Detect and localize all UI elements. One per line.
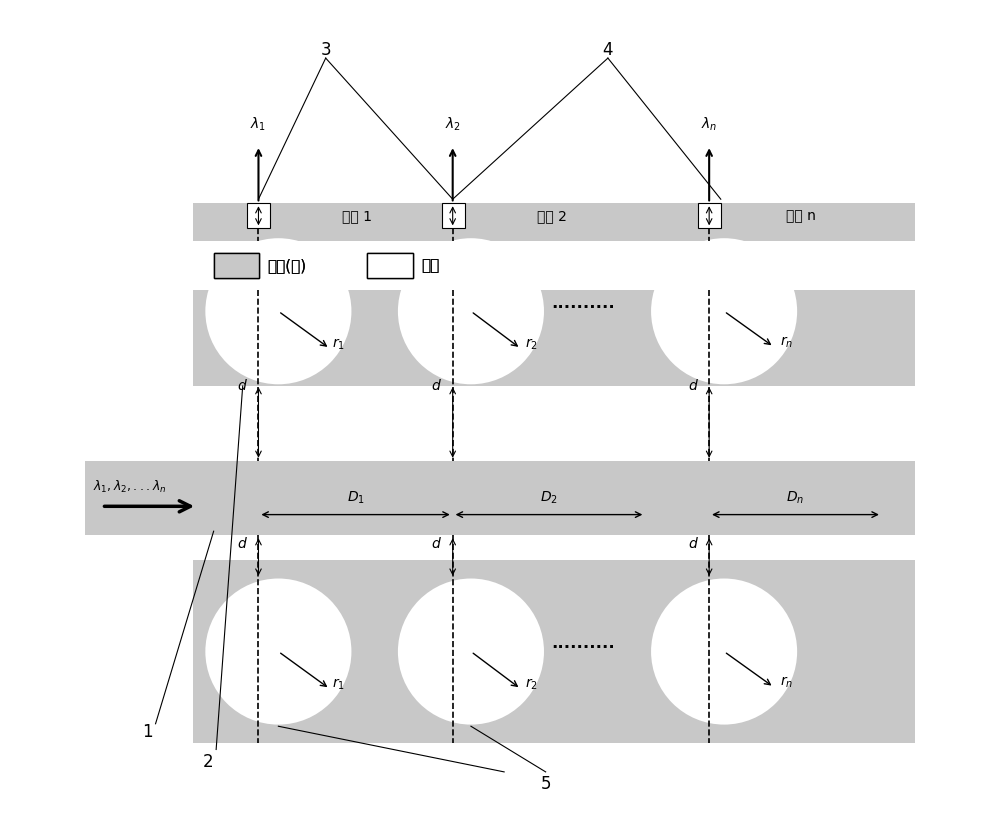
Text: $g$: $g$: [266, 242, 276, 256]
Bar: [367, 253, 413, 278]
Text: $r_1$: $r_1$: [332, 677, 345, 692]
Text: $r_2$: $r_2$: [525, 677, 538, 692]
Text: $d$: $d$: [237, 536, 248, 551]
Text: $\lambda_1$: $\lambda_1$: [250, 115, 267, 133]
Text: $d$: $d$: [431, 378, 442, 393]
Text: 1: 1: [142, 723, 153, 741]
Bar: [193, 241, 915, 290]
Circle shape: [398, 238, 544, 384]
Text: 金属(银): 金属(银): [268, 258, 307, 273]
Text: $\lambda_1, \lambda_2,...\lambda_n$: $\lambda_1, \lambda_2,...\lambda_n$: [93, 479, 167, 496]
Circle shape: [205, 579, 351, 725]
Text: $d$: $d$: [688, 378, 699, 393]
Text: $r_n$: $r_n$: [780, 334, 793, 349]
Text: $g$: $g$: [717, 244, 728, 259]
Bar: [214, 253, 259, 278]
Text: $r_2$: $r_2$: [525, 337, 538, 352]
Text: $r_1$: $r_1$: [332, 337, 345, 352]
Text: $d$: $d$: [237, 378, 248, 393]
Text: 金属(银): 金属(银): [268, 258, 307, 273]
Circle shape: [205, 238, 351, 384]
Bar: [247, 203, 270, 228]
Text: ..........: ..........: [551, 294, 615, 312]
Bar: [193, 203, 915, 386]
Text: $d$: $d$: [431, 536, 442, 551]
Bar: [367, 253, 413, 278]
Bar: [193, 560, 915, 743]
Bar: [442, 203, 465, 228]
Text: $g$: $g$: [460, 244, 470, 259]
Bar: [85, 461, 915, 535]
Text: 通道 1: 通道 1: [342, 209, 372, 222]
Circle shape: [651, 579, 797, 725]
Bar: [214, 253, 259, 278]
Text: $r_n$: $r_n$: [780, 675, 793, 690]
Circle shape: [651, 238, 797, 384]
Circle shape: [398, 579, 544, 725]
Text: 3: 3: [320, 41, 331, 59]
Text: 空气: 空气: [421, 258, 439, 273]
Text: $d$: $d$: [688, 536, 699, 551]
Text: $D_1$: $D_1$: [347, 490, 365, 506]
Text: ..........: ..........: [551, 634, 615, 652]
Text: $D_n$: $D_n$: [786, 490, 805, 506]
Bar: [698, 203, 721, 228]
Text: $\lambda_2$: $\lambda_2$: [445, 115, 461, 133]
Text: 通道 2: 通道 2: [537, 209, 567, 222]
Text: 2: 2: [203, 753, 213, 771]
Text: $\lambda_n$: $\lambda_n$: [701, 115, 717, 133]
Text: $D_2$: $D_2$: [540, 490, 558, 506]
Text: 空气: 空气: [421, 258, 439, 273]
Text: 5: 5: [540, 775, 551, 793]
Text: 4: 4: [603, 41, 613, 59]
Text: 通道 n: 通道 n: [786, 209, 816, 222]
